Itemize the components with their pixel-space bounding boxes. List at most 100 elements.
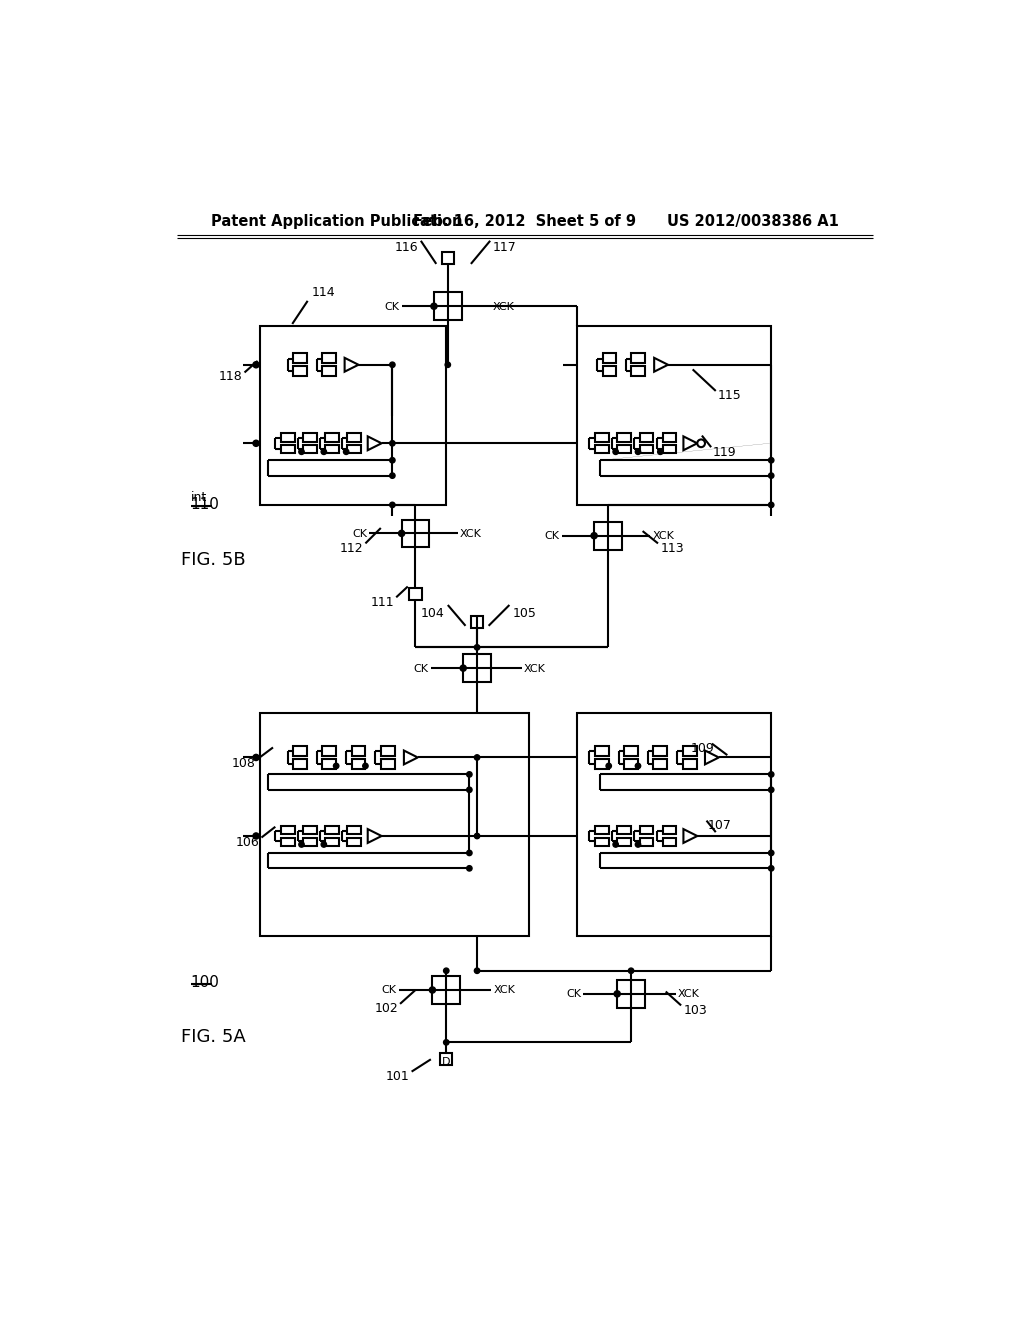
Circle shape xyxy=(299,449,304,454)
Bar xyxy=(434,293,462,321)
Bar xyxy=(602,367,616,376)
Bar xyxy=(347,838,360,846)
Bar xyxy=(640,838,653,846)
Bar xyxy=(303,433,316,442)
Circle shape xyxy=(474,833,480,838)
Circle shape xyxy=(398,531,404,536)
Circle shape xyxy=(443,968,449,973)
Text: 114: 114 xyxy=(311,286,335,300)
Bar xyxy=(323,367,336,376)
Text: D: D xyxy=(442,1057,451,1068)
Text: CK: CK xyxy=(414,664,429,673)
Bar xyxy=(663,433,677,442)
Circle shape xyxy=(390,473,395,478)
Bar xyxy=(323,746,336,756)
Circle shape xyxy=(635,449,641,454)
Bar xyxy=(293,759,307,770)
Text: CK: CK xyxy=(381,985,396,995)
Text: 118: 118 xyxy=(218,370,243,383)
Bar xyxy=(640,445,653,453)
Circle shape xyxy=(445,362,451,367)
Bar xyxy=(323,354,336,363)
Circle shape xyxy=(613,842,618,847)
Circle shape xyxy=(467,866,472,871)
Text: Feb. 16, 2012  Sheet 5 of 9: Feb. 16, 2012 Sheet 5 of 9 xyxy=(414,214,636,230)
Bar xyxy=(260,713,529,936)
Bar xyxy=(401,520,429,548)
Text: XCK: XCK xyxy=(460,529,482,539)
Circle shape xyxy=(390,441,395,446)
Bar xyxy=(617,826,631,834)
Bar xyxy=(683,746,696,756)
Circle shape xyxy=(390,502,395,508)
Circle shape xyxy=(253,441,259,446)
Circle shape xyxy=(606,763,611,768)
Text: XCK: XCK xyxy=(493,302,514,312)
Circle shape xyxy=(390,362,395,367)
Circle shape xyxy=(343,449,349,454)
Bar xyxy=(595,445,608,453)
Bar xyxy=(351,759,366,770)
Circle shape xyxy=(460,665,466,672)
Circle shape xyxy=(768,850,774,855)
Bar xyxy=(640,433,653,442)
Bar xyxy=(663,445,677,453)
Circle shape xyxy=(390,458,395,463)
Circle shape xyxy=(591,532,597,539)
Bar xyxy=(293,367,307,376)
Bar xyxy=(653,746,668,756)
Text: FIG. 5A: FIG. 5A xyxy=(180,1028,246,1047)
Text: 107: 107 xyxy=(708,818,732,832)
Circle shape xyxy=(467,787,472,792)
Text: 110: 110 xyxy=(190,498,219,512)
Bar xyxy=(617,445,631,453)
Text: int: int xyxy=(190,491,207,504)
Bar xyxy=(326,433,339,442)
Bar xyxy=(381,746,394,756)
Circle shape xyxy=(768,787,774,792)
Bar xyxy=(323,759,336,770)
Bar xyxy=(595,433,608,442)
Circle shape xyxy=(467,850,472,855)
Bar xyxy=(347,433,360,442)
Bar xyxy=(303,838,316,846)
Text: XCK: XCK xyxy=(494,985,515,995)
Bar xyxy=(303,445,316,453)
Bar xyxy=(617,979,645,1007)
Bar xyxy=(293,746,307,756)
Bar xyxy=(602,354,616,363)
Text: CK: CK xyxy=(566,989,581,999)
Text: 108: 108 xyxy=(231,758,255,771)
Text: 112: 112 xyxy=(340,543,364,554)
Circle shape xyxy=(768,772,774,777)
Text: 109: 109 xyxy=(690,742,714,755)
Text: FIG. 5B: FIG. 5B xyxy=(180,552,245,569)
Bar xyxy=(595,838,608,846)
Bar xyxy=(326,838,339,846)
Bar xyxy=(625,759,638,770)
Bar xyxy=(351,746,366,756)
Bar xyxy=(432,977,460,1003)
Circle shape xyxy=(253,755,259,760)
Bar xyxy=(595,826,608,834)
Circle shape xyxy=(334,763,339,768)
Text: XCK: XCK xyxy=(652,531,675,541)
Circle shape xyxy=(613,449,618,454)
Bar xyxy=(410,589,422,601)
Bar xyxy=(471,615,483,628)
Text: 106: 106 xyxy=(236,836,259,849)
Bar xyxy=(381,759,394,770)
Text: CK: CK xyxy=(384,302,399,312)
Bar xyxy=(578,326,771,506)
Bar xyxy=(347,826,360,834)
Text: 103: 103 xyxy=(683,1003,708,1016)
Text: CK: CK xyxy=(545,531,559,541)
Bar xyxy=(326,826,339,834)
Bar xyxy=(260,326,446,506)
Text: CK: CK xyxy=(352,529,367,539)
Bar xyxy=(617,433,631,442)
Circle shape xyxy=(768,458,774,463)
Circle shape xyxy=(467,772,472,777)
Bar xyxy=(683,759,696,770)
Text: 102: 102 xyxy=(375,1002,398,1015)
